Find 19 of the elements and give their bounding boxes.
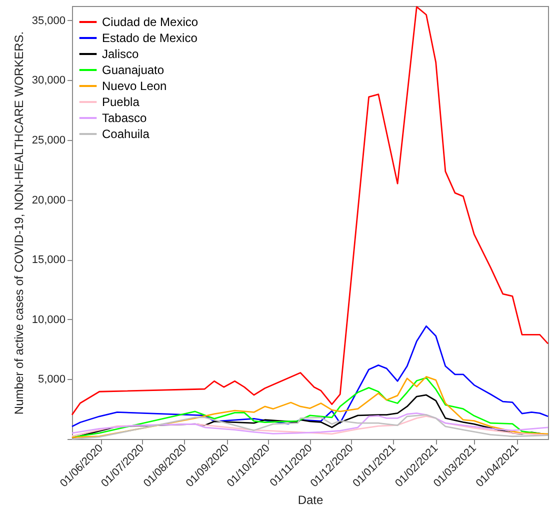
legend-label: Guanajuato [102,63,164,77]
legend-label: Tabasco [102,111,148,125]
y-tick-label: 20,000 [32,194,66,206]
y-tick-label: 10,000 [32,314,66,326]
y-tick-label: 30,000 [32,74,66,87]
y-tick-label: 25,000 [32,134,66,146]
line-series [71,325,549,428]
line-series [71,6,549,416]
y-axis-title: Number of active cases of COVID-19, NON-HEALTHCARE WORKERS. [12,31,26,415]
y-tick-label: 35,000 [32,14,66,27]
legend-label: Nuevo Leon [102,79,167,93]
legend-label: Estado de Mexico [102,31,198,45]
legend-label: Puebla [102,95,140,109]
x-axis-title: Date [298,492,324,507]
legend-label: Jalisco [102,47,140,61]
legend-label: Ciudad de Mexico [102,15,198,29]
legend-label: Coahuila [102,127,150,141]
y-tick-label: 5,000 [38,374,66,386]
y-tick-label: 15,000 [32,254,66,266]
